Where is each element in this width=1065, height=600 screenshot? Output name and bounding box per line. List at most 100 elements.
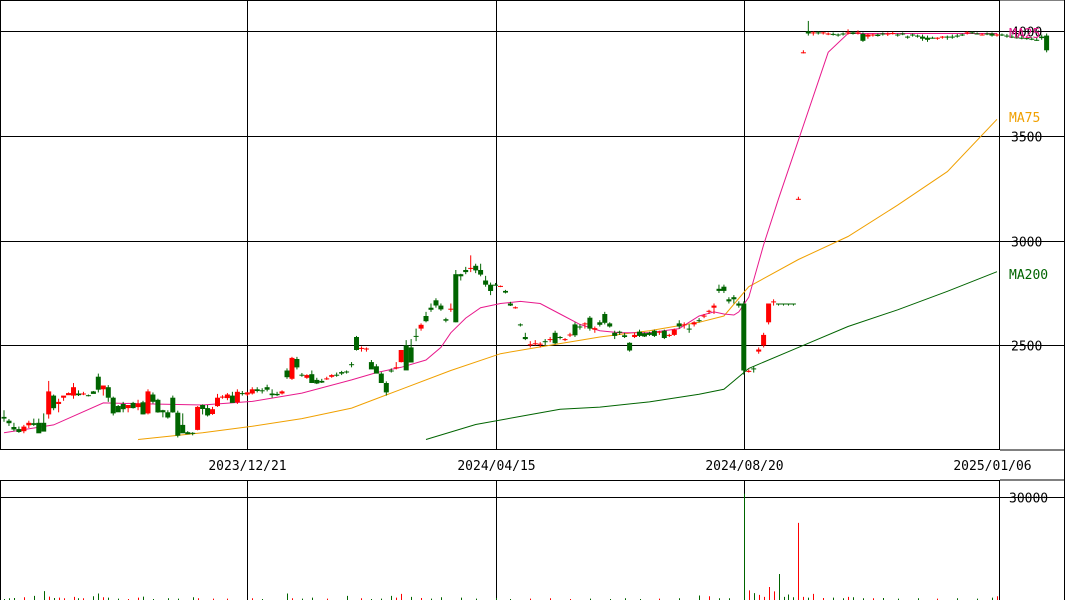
candle-body xyxy=(493,284,498,286)
candle-body xyxy=(354,337,359,350)
candle-body xyxy=(855,32,861,34)
candle-body xyxy=(746,370,752,372)
candle-body xyxy=(483,280,489,285)
candle-body xyxy=(825,33,831,35)
candle-body xyxy=(324,378,330,380)
candle-body xyxy=(269,393,275,396)
candle-body xyxy=(766,303,772,323)
candle-body xyxy=(175,412,181,436)
candle-body xyxy=(1009,36,1015,38)
candle-body xyxy=(800,52,806,54)
candle-body xyxy=(835,34,841,36)
candle-body xyxy=(661,330,667,338)
candle-body xyxy=(195,406,201,430)
candle-body xyxy=(944,36,950,38)
candle-body xyxy=(686,328,692,330)
candle-body xyxy=(220,396,225,398)
candle-body xyxy=(1,416,7,419)
candle-body xyxy=(671,329,677,335)
candle-body xyxy=(413,335,419,337)
candle-body xyxy=(36,422,42,434)
candle-body xyxy=(234,391,240,403)
price-tick-label: 4000 xyxy=(1011,26,1042,41)
candle-body xyxy=(726,299,732,302)
candle-body xyxy=(840,33,846,35)
candle-body xyxy=(815,32,821,34)
price-tick-label: 2500 xyxy=(1011,340,1042,355)
candle-body xyxy=(696,320,702,322)
candle-body xyxy=(90,391,96,394)
candle-body xyxy=(56,401,62,404)
candle-body xyxy=(125,405,131,409)
candle-body xyxy=(289,357,295,379)
candle-body xyxy=(279,391,285,394)
candle-body xyxy=(150,394,156,402)
candle-body xyxy=(651,330,657,336)
candle-body xyxy=(239,393,245,395)
x-tick-label: 2024/04/15 xyxy=(457,459,535,474)
candle-body xyxy=(408,347,414,363)
candle-body xyxy=(254,389,260,391)
candle-body xyxy=(592,328,598,330)
candle-body xyxy=(368,362,374,370)
volume-panel: 30000 xyxy=(0,479,1065,600)
candle-body xyxy=(160,410,166,413)
candle-body xyxy=(905,36,911,38)
candle-body xyxy=(810,32,816,34)
candle-body xyxy=(433,300,439,306)
candle-body xyxy=(105,387,111,398)
candle-body xyxy=(1004,35,1010,37)
candle-body xyxy=(244,392,250,395)
candle-body xyxy=(577,326,583,328)
candle-body xyxy=(974,33,980,35)
candle-body xyxy=(964,32,970,34)
candle-body xyxy=(130,402,136,409)
candle-body xyxy=(16,429,22,432)
candle-body xyxy=(969,32,975,34)
candle-body xyxy=(870,34,876,36)
candle-body xyxy=(428,307,434,310)
candle-body xyxy=(1034,39,1040,41)
candle-body xyxy=(31,423,37,425)
candle-body xyxy=(1029,38,1035,40)
volume-tick-label: 30000 xyxy=(1009,492,1048,507)
candle-body xyxy=(512,307,518,309)
candle-body xyxy=(80,393,86,395)
candle-body xyxy=(517,324,523,326)
candle-body xyxy=(468,267,474,269)
candle-body xyxy=(21,426,27,432)
candle-body xyxy=(642,333,647,337)
ma200-line xyxy=(425,271,998,440)
candle-body xyxy=(875,34,881,36)
ma25-line xyxy=(3,33,997,434)
candle-body xyxy=(503,290,508,293)
candle-body xyxy=(110,397,116,414)
candle-body xyxy=(309,374,315,383)
candle-body xyxy=(46,391,52,415)
x-tick-label: 2024/08/20 xyxy=(705,459,783,474)
candle-body xyxy=(776,303,781,305)
candle-body xyxy=(135,403,141,408)
legend-ma200: MA200 xyxy=(1009,268,1048,283)
candle-body xyxy=(205,408,211,416)
candle-body xyxy=(984,33,990,35)
candle-body xyxy=(344,371,350,373)
candle-body xyxy=(622,335,628,337)
candle-body xyxy=(820,32,826,34)
candle-body xyxy=(11,427,17,430)
candle-body xyxy=(1039,36,1045,39)
candle-body xyxy=(602,314,608,323)
candle-body xyxy=(229,395,235,403)
candle-body xyxy=(939,36,945,38)
candle-body xyxy=(41,422,47,432)
candle-body xyxy=(95,376,101,390)
candle-body xyxy=(66,393,71,396)
candle-body xyxy=(393,367,399,369)
price-frame xyxy=(0,0,1000,450)
candle-body xyxy=(925,37,930,40)
candle-body xyxy=(249,389,255,394)
candle-body xyxy=(398,350,404,363)
candle-body xyxy=(259,390,265,392)
candle-body xyxy=(532,343,538,345)
